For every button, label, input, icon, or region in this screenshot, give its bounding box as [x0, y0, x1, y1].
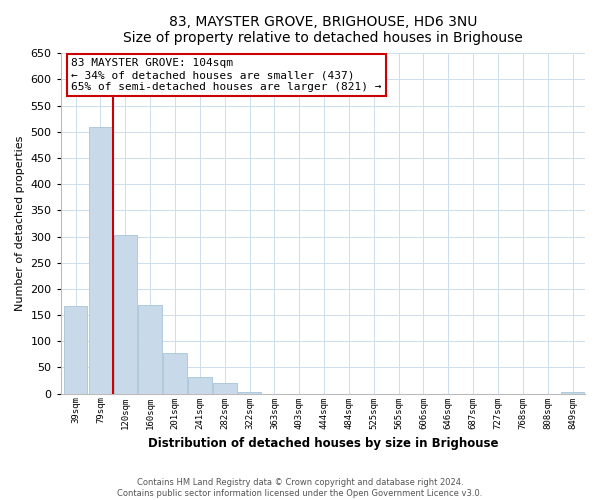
Bar — [188, 377, 212, 394]
Text: 83 MAYSTER GROVE: 104sqm
← 34% of detached houses are smaller (437)
65% of semi-: 83 MAYSTER GROVE: 104sqm ← 34% of detach… — [71, 58, 382, 92]
Bar — [113, 235, 137, 394]
Bar — [139, 304, 162, 394]
Title: 83, MAYSTER GROVE, BRIGHOUSE, HD6 3NU
Size of property relative to detached hous: 83, MAYSTER GROVE, BRIGHOUSE, HD6 3NU Si… — [123, 15, 523, 45]
Bar — [89, 126, 112, 394]
Bar — [64, 306, 88, 394]
X-axis label: Distribution of detached houses by size in Brighouse: Distribution of detached houses by size … — [148, 437, 498, 450]
Text: Contains HM Land Registry data © Crown copyright and database right 2024.
Contai: Contains HM Land Registry data © Crown c… — [118, 478, 482, 498]
Bar — [561, 392, 584, 394]
Bar — [213, 383, 236, 394]
Bar — [238, 392, 262, 394]
Y-axis label: Number of detached properties: Number of detached properties — [15, 136, 25, 311]
Bar — [163, 353, 187, 394]
